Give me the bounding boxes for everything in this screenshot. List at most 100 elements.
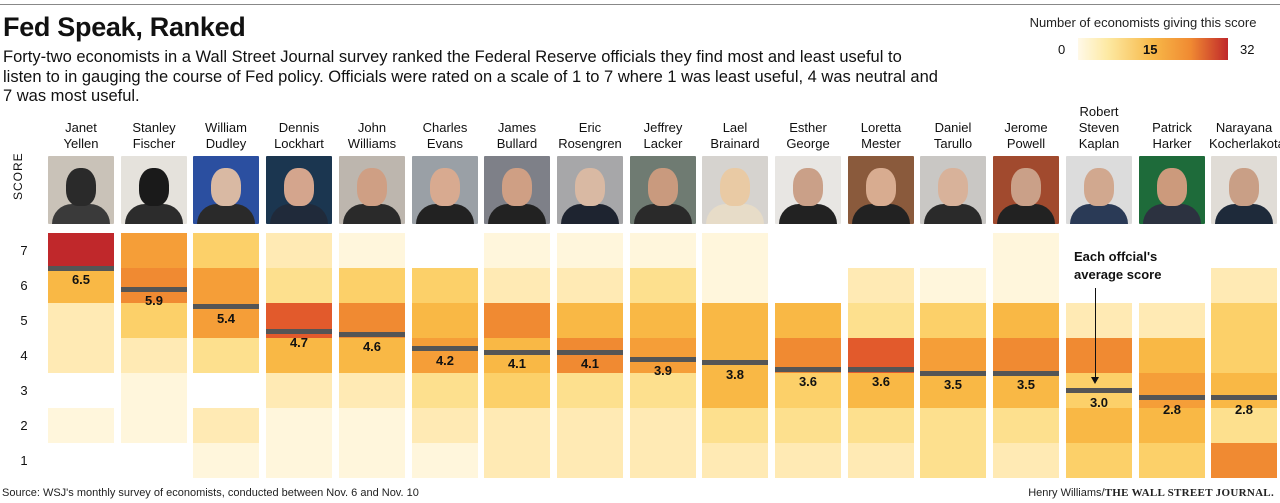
- heatmap-cell: [993, 268, 1059, 303]
- official-name: Narayana Kocherlakota: [1209, 120, 1280, 151]
- heatmap-cell: [848, 303, 914, 338]
- photo-body: [634, 204, 692, 224]
- heatmap-cell: [339, 443, 405, 478]
- heatmap-cell: [993, 338, 1059, 373]
- official-name: Jeffrey Lacker: [643, 120, 683, 151]
- mean-score-label: 4.2: [435, 353, 455, 368]
- heatmap-cell: [48, 443, 114, 478]
- heatmap-cell: [193, 233, 259, 268]
- heatmap-cell: [484, 338, 550, 373]
- photo-body: [1070, 204, 1128, 224]
- official-name: Dennis Lockhart: [274, 120, 324, 151]
- photo-head: [720, 168, 750, 206]
- mean-score-bar: [121, 287, 187, 292]
- legend-title: Number of economists giving this score: [1029, 15, 1257, 30]
- photo-body: [779, 204, 837, 224]
- heatmap-cell: [412, 373, 478, 408]
- heatmap-cell: [412, 303, 478, 338]
- official-photo: [993, 156, 1059, 224]
- photo-head: [502, 168, 532, 206]
- photo-body: [561, 204, 619, 224]
- heatmap-cell: [775, 233, 841, 268]
- official-photo: [848, 156, 914, 224]
- photo-body: [270, 204, 328, 224]
- photo-head: [938, 168, 968, 206]
- heatmap-cell: [1211, 408, 1277, 443]
- heatmap-cell: [193, 443, 259, 478]
- official-name: James Bullard: [496, 120, 538, 151]
- heatmap-cell: [48, 303, 114, 338]
- heatmap-cell: [920, 408, 986, 443]
- official-photo: [412, 156, 478, 224]
- mean-score-label: 3.5: [1016, 377, 1036, 392]
- official-photo: [121, 156, 187, 224]
- heatmap-cell: [702, 443, 768, 478]
- mean-score-bar: [193, 304, 259, 309]
- photo-body: [488, 204, 546, 224]
- mean-score-label: 2.8: [1234, 402, 1254, 417]
- heatmap-cell: [339, 268, 405, 303]
- annotation-arrow: [1095, 288, 1096, 380]
- y-tick-label: 4: [20, 348, 28, 363]
- photo-head: [211, 168, 241, 206]
- mean-score-label: 4.1: [580, 356, 600, 371]
- chart-title: Fed Speak, Ranked: [3, 12, 246, 42]
- official-name: Stanley Fischer: [132, 120, 176, 151]
- heatmap-cell: [121, 268, 187, 303]
- mean-score-label: 3.6: [798, 374, 818, 389]
- photo-body: [997, 204, 1055, 224]
- heatmap-cell: [920, 443, 986, 478]
- heatmap-cell: [1139, 408, 1205, 443]
- mean-score-bar: [266, 329, 332, 334]
- credit-author: Henry Williams/: [1028, 487, 1105, 499]
- heatmap-cell: [1066, 443, 1132, 478]
- y-tick-label: 2: [20, 418, 28, 433]
- photo-body: [1215, 204, 1273, 224]
- heatmap-cell: [193, 338, 259, 373]
- heatmap-cell: [1139, 338, 1205, 373]
- official-photo: [1066, 156, 1132, 224]
- mean-score-bar: [920, 371, 986, 376]
- mean-score-bar: [48, 266, 114, 271]
- heatmap-cell: [121, 443, 187, 478]
- heatmap-cell: [1139, 233, 1205, 268]
- heatmap-cell: [1211, 338, 1277, 373]
- official-photo: [266, 156, 332, 224]
- photo-head: [793, 168, 823, 206]
- official-name: Robert Steven Kaplan: [1078, 104, 1120, 151]
- official-name: Loretta Mester: [860, 120, 902, 151]
- heatmap-cell: [1139, 443, 1205, 478]
- heatmap-cell: [702, 338, 768, 373]
- heatmap-cell: [993, 443, 1059, 478]
- mean-score-bar: [1066, 388, 1132, 393]
- heatmap-cell: [484, 443, 550, 478]
- heatmap-cell: [848, 373, 914, 408]
- photo-body: [197, 204, 255, 224]
- photo-body: [924, 204, 982, 224]
- photo-head: [284, 168, 314, 206]
- heatmap-cell: [920, 373, 986, 408]
- heatmap-cell: [266, 268, 332, 303]
- photo-head: [1084, 168, 1114, 206]
- heatmap-cell: [920, 338, 986, 373]
- chart-subtitle: Forty-two economists in a Wall Street Jo…: [3, 48, 938, 105]
- official-photo: [702, 156, 768, 224]
- top-rule: [0, 4, 1280, 5]
- heatmap-cell: [1211, 268, 1277, 303]
- heatmap-cell: [630, 338, 696, 373]
- heatmap-cell: [48, 373, 114, 408]
- official-name: Daniel Tarullo: [933, 120, 973, 151]
- mean-score-bar: [630, 357, 696, 362]
- heatmap-cell: [630, 373, 696, 408]
- mean-score-label: 6.5: [71, 272, 91, 287]
- mean-score-label: 2.8: [1162, 402, 1182, 417]
- y-tick-label: 3: [20, 383, 28, 398]
- heatmap-cell: [1066, 268, 1132, 303]
- heatmap-cell: [412, 338, 478, 373]
- mean-score-bar: [775, 367, 841, 372]
- heatmap-cell: [702, 233, 768, 268]
- mean-score-label: 3.0: [1089, 395, 1109, 410]
- mean-score-bar: [484, 350, 550, 355]
- heatmap-cell: [339, 408, 405, 443]
- mean-score-label: 3.8: [725, 367, 745, 382]
